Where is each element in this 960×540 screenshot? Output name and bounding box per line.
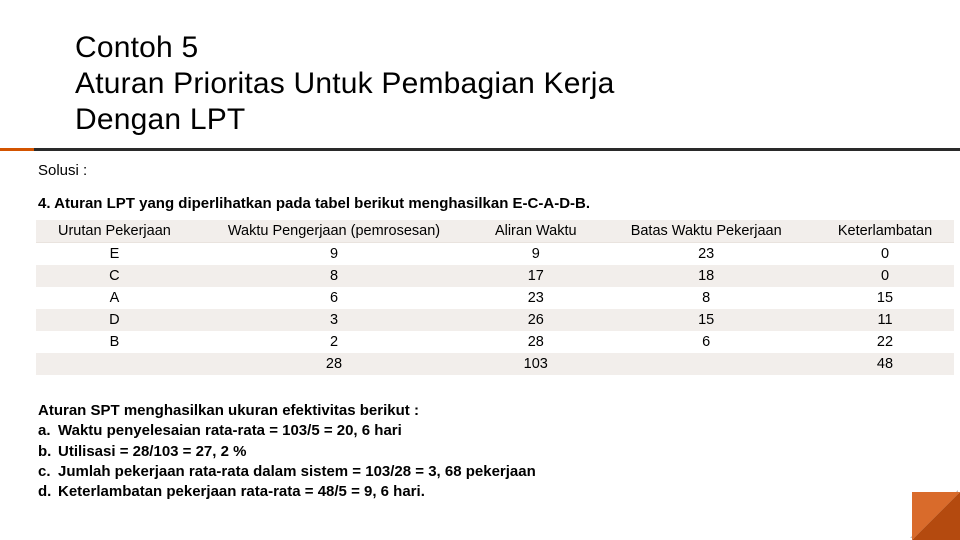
cell: 6 — [596, 331, 816, 353]
cell: 103 — [475, 353, 596, 375]
table-row-total: 28 103 48 — [36, 353, 954, 375]
cell: 15 — [816, 287, 954, 309]
table-row: D 3 26 15 11 — [36, 309, 954, 331]
slide: Contoh 5 Aturan Prioritas Untuk Pembagia… — [0, 0, 960, 540]
summary-lbl: b. — [38, 442, 58, 462]
cell: 8 — [596, 287, 816, 309]
summary-txt: Utilisasi = 28/103 = 27, 2 % — [58, 443, 246, 460]
cell: 11 — [816, 309, 954, 331]
solution-label: Solusi : — [38, 162, 938, 179]
summary-item: c.Jumlah pekerjaan rata-rata dalam siste… — [38, 462, 938, 482]
cell: 0 — [816, 265, 954, 287]
cell: 6 — [193, 287, 475, 309]
summary-block: Aturan SPT menghasilkan ukuran efektivit… — [38, 401, 938, 502]
cell — [36, 353, 193, 375]
title-line-2: Aturan Prioritas Untuk Pembagian Kerja — [75, 66, 905, 102]
th-0: Urutan Pekerjaan — [36, 220, 193, 243]
table-header-row: Urutan Pekerjaan Waktu Pengerjaan (pemro… — [36, 220, 954, 243]
title-line-1: Contoh 5 — [75, 30, 905, 66]
cell: 8 — [193, 265, 475, 287]
th-3: Batas Waktu Pekerjaan — [596, 220, 816, 243]
title-block: Contoh 5 Aturan Prioritas Untuk Pembagia… — [75, 30, 905, 138]
cell: 17 — [475, 265, 596, 287]
summary-header: Aturan SPT menghasilkan ukuran efektivit… — [38, 401, 938, 421]
cell: 0 — [816, 243, 954, 266]
table-row: B 2 28 6 22 — [36, 331, 954, 353]
cell: 23 — [596, 243, 816, 266]
th-4: Keterlambatan — [816, 220, 954, 243]
cell: 15 — [596, 309, 816, 331]
data-table: Urutan Pekerjaan Waktu Pengerjaan (pemro… — [36, 220, 954, 375]
cell: C — [36, 265, 193, 287]
corner-fold-front-icon — [912, 492, 960, 540]
cell: 28 — [193, 353, 475, 375]
cell: 2 — [193, 331, 475, 353]
title-line-3: Dengan LPT — [75, 102, 905, 138]
table-row: E 9 9 23 0 — [36, 243, 954, 266]
cell: 48 — [816, 353, 954, 375]
cell — [596, 353, 816, 375]
cell: 9 — [193, 243, 475, 266]
th-2: Aliran Waktu — [475, 220, 596, 243]
th-1: Waktu Pengerjaan (pemrosesan) — [193, 220, 475, 243]
cell: B — [36, 331, 193, 353]
summary-txt: Jumlah pekerjaan rata-rata dalam sistem … — [58, 463, 536, 480]
cell: 28 — [475, 331, 596, 353]
cell: 3 — [193, 309, 475, 331]
cell: 9 — [475, 243, 596, 266]
cell: 22 — [816, 331, 954, 353]
summary-lbl: a. — [38, 421, 58, 441]
cell: E — [36, 243, 193, 266]
summary-txt: Waktu penyelesaian rata-rata = 103/5 = 2… — [58, 422, 402, 439]
rule-line: 4. Aturan LPT yang diperlihatkan pada ta… — [38, 195, 938, 212]
cell: 18 — [596, 265, 816, 287]
summary-lbl: d. — [38, 482, 58, 502]
summary-item: d.Keterlambatan pekerjaan rata-rata = 48… — [38, 482, 938, 502]
summary-txt: Keterlambatan pekerjaan rata-rata = 48/5… — [58, 483, 425, 500]
cell: A — [36, 287, 193, 309]
summary-item: a.Waktu penyelesaian rata-rata = 103/5 =… — [38, 421, 938, 441]
summary-item: b.Utilisasi = 28/103 = 27, 2 % — [38, 442, 938, 462]
cell: 23 — [475, 287, 596, 309]
cell: D — [36, 309, 193, 331]
cell: 26 — [475, 309, 596, 331]
table-row: A 6 23 8 15 — [36, 287, 954, 309]
body: Solusi : 4. Aturan LPT yang diperlihatka… — [38, 162, 938, 502]
summary-lbl: c. — [38, 462, 58, 482]
table-row: C 8 17 18 0 — [36, 265, 954, 287]
accent-bar — [0, 148, 960, 151]
